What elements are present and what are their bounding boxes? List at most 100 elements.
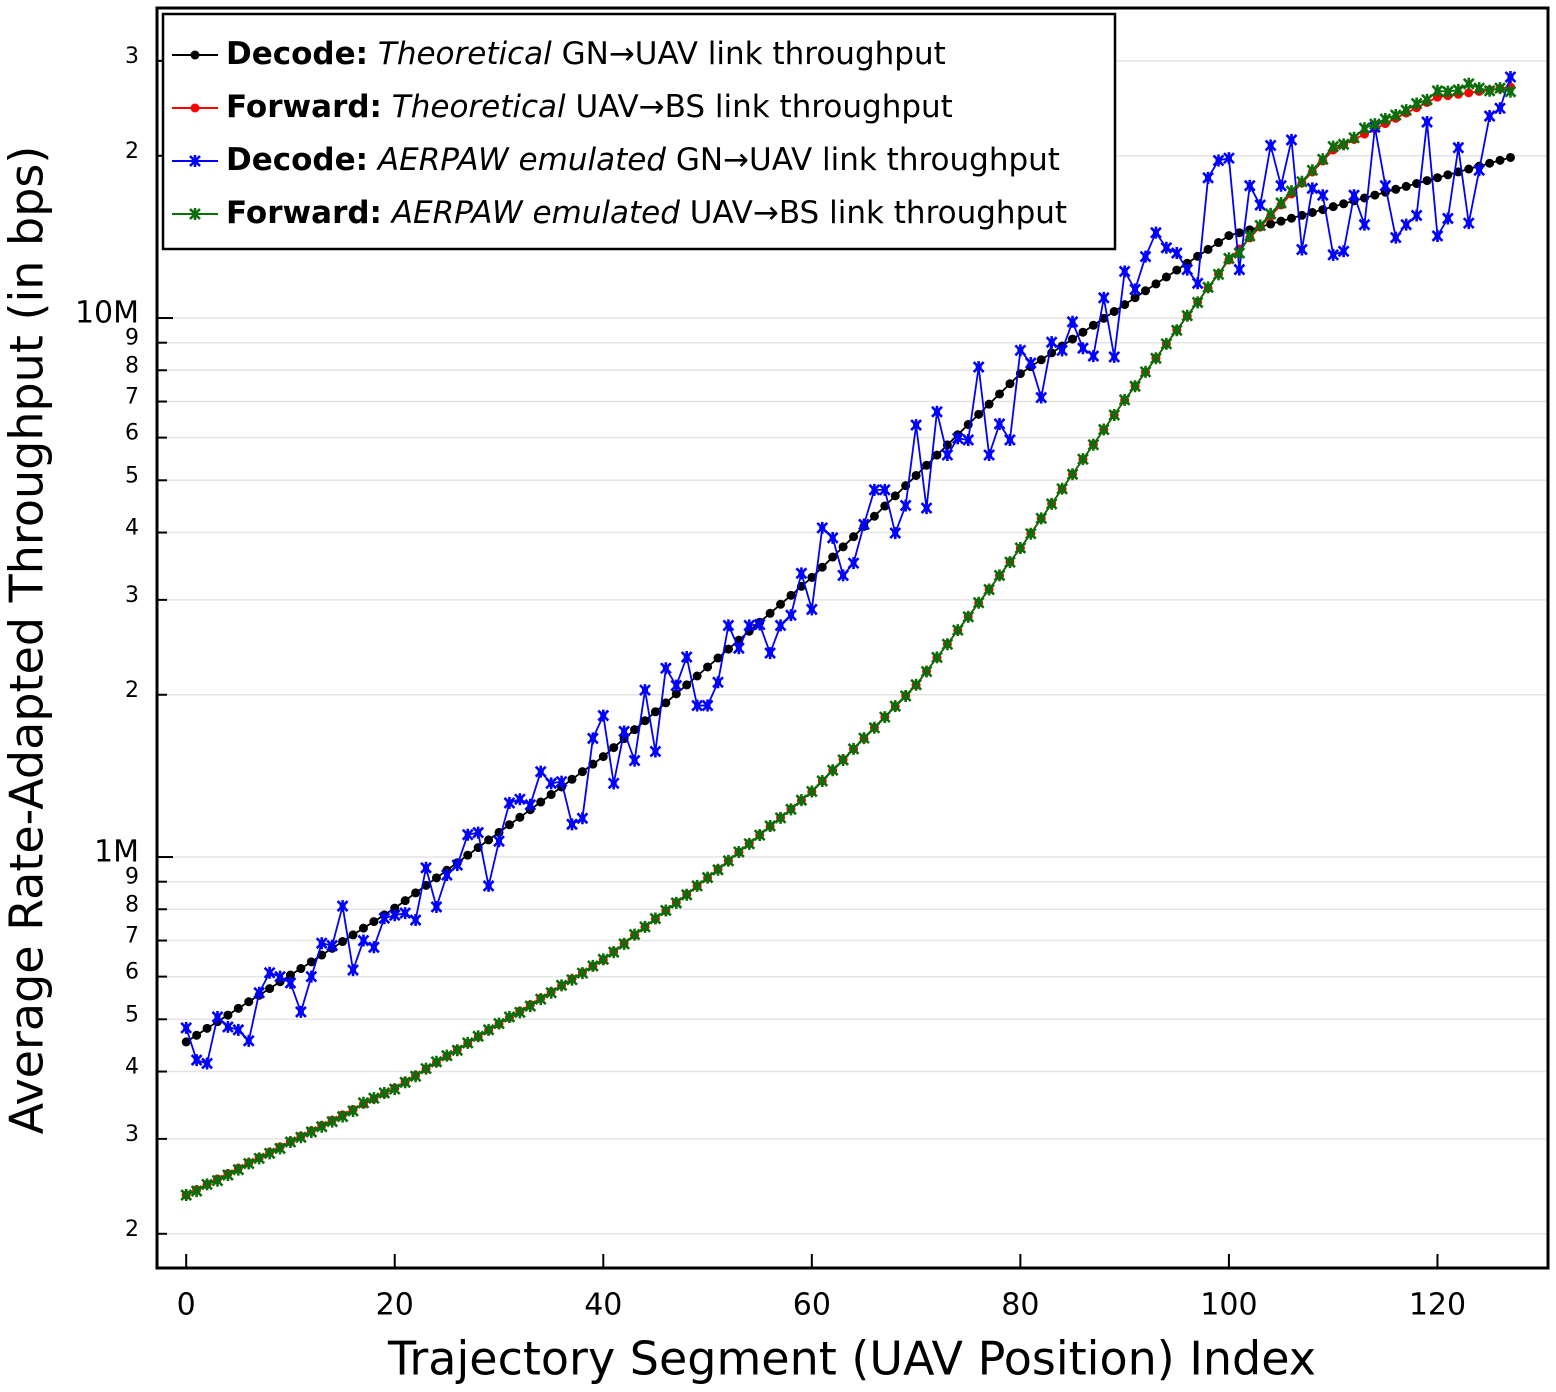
data-point — [816, 521, 829, 534]
data-point — [378, 912, 391, 925]
data-point — [201, 1057, 213, 1070]
data-point — [1014, 541, 1027, 554]
data-point — [837, 753, 850, 766]
data-point — [911, 470, 921, 480]
data-point — [765, 608, 775, 618]
data-point — [995, 389, 1005, 399]
data-point — [732, 845, 745, 858]
data-point — [482, 879, 495, 892]
data-point — [1504, 85, 1517, 98]
data-point — [1191, 277, 1204, 290]
data-point — [265, 984, 275, 994]
data-point — [358, 923, 368, 933]
data-point — [732, 642, 745, 655]
data-point — [869, 511, 879, 521]
data-point — [1348, 189, 1360, 202]
data-point — [274, 970, 286, 983]
data-point — [628, 754, 641, 767]
data-point — [181, 1037, 191, 1047]
data-point — [567, 774, 577, 784]
data-point — [743, 619, 756, 632]
data-point — [649, 912, 662, 925]
data-point — [211, 1174, 224, 1187]
data-point — [1077, 453, 1089, 466]
data-point — [828, 552, 838, 562]
data-point — [1473, 164, 1486, 177]
data-point — [503, 1010, 516, 1023]
data-point — [701, 871, 714, 884]
data-point — [1212, 268, 1225, 281]
data-point — [847, 557, 860, 570]
data-point — [284, 976, 297, 989]
data-point — [315, 1120, 328, 1133]
data-point — [1139, 365, 1152, 378]
data-point — [1141, 286, 1151, 296]
data-point — [190, 1054, 203, 1067]
data-point — [858, 518, 870, 531]
data-point — [826, 531, 839, 544]
data-point — [1285, 133, 1298, 146]
y-tick-label: 6 — [125, 960, 139, 985]
data-point — [1421, 93, 1433, 106]
y-tick-label: 9 — [125, 865, 139, 890]
data-point — [1035, 512, 1048, 525]
data-point — [463, 850, 473, 860]
data-point — [1296, 175, 1308, 188]
y-axis-title: Average Rate-Adapted Throughput (in bps) — [0, 146, 54, 1135]
data-point — [201, 1178, 213, 1191]
data-point — [1286, 213, 1296, 223]
data-point — [1379, 113, 1392, 126]
data-point — [786, 590, 796, 600]
data-point — [1452, 141, 1465, 154]
plot-area — [180, 71, 1517, 1202]
data-point — [993, 417, 1006, 430]
data-point — [555, 979, 568, 992]
data-point — [1160, 241, 1173, 254]
data-point — [1401, 181, 1411, 191]
data-point — [962, 433, 975, 446]
data-point — [440, 869, 453, 882]
data-point — [504, 820, 514, 830]
data-point — [650, 707, 660, 717]
data-point — [597, 709, 610, 722]
data-point — [1202, 171, 1214, 184]
data-point — [1327, 248, 1340, 261]
data-point — [1441, 212, 1454, 225]
data-point — [659, 662, 672, 675]
data-point — [1172, 265, 1182, 275]
data-point — [1316, 153, 1329, 166]
data-point — [1316, 189, 1329, 202]
data-point — [221, 1020, 234, 1033]
data-point — [180, 1021, 193, 1034]
data-point — [294, 1005, 307, 1018]
data-point — [1202, 281, 1214, 294]
data-point — [576, 967, 589, 980]
data-point — [723, 644, 733, 654]
data-point — [315, 937, 328, 950]
data-point — [411, 888, 421, 898]
data-point — [399, 907, 412, 920]
data-point — [1379, 179, 1392, 192]
data-point — [1161, 272, 1171, 282]
data-point — [1014, 344, 1027, 357]
data-point — [577, 767, 587, 777]
data-point — [1170, 247, 1183, 260]
data-point — [1275, 196, 1287, 209]
data-point — [785, 609, 797, 622]
data-point — [232, 1163, 245, 1176]
data-point — [202, 1023, 212, 1033]
data-point — [513, 1006, 526, 1019]
data-point — [951, 624, 964, 637]
data-point — [515, 812, 525, 822]
data-point — [1233, 263, 1246, 276]
data-point — [868, 483, 881, 496]
data-point — [890, 491, 900, 501]
data-point — [1495, 155, 1505, 165]
data-point — [347, 1104, 359, 1117]
data-point — [640, 716, 650, 726]
y-tick-label: 3 — [125, 1122, 139, 1147]
data-point — [1410, 209, 1423, 222]
data-point — [889, 527, 902, 540]
data-point — [849, 532, 859, 542]
